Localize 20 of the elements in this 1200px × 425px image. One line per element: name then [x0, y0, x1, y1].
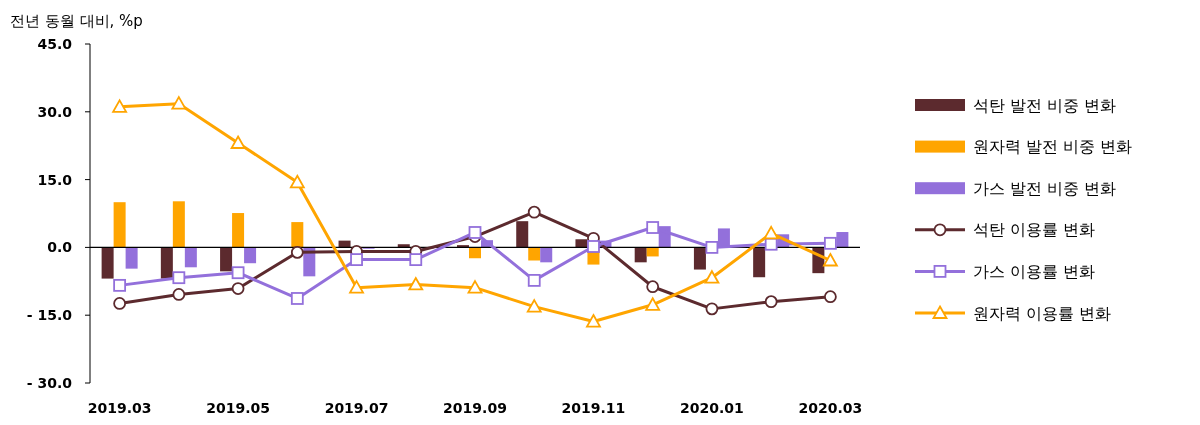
y-tick-label: 30.0: [37, 103, 73, 120]
y-axis-title: 전년 동월 대비, %p: [10, 12, 143, 30]
x-tick-label: 2020.03: [798, 400, 863, 416]
legend-label: 원자력 이용률 변화: [973, 303, 1112, 323]
y-tick-label: - 15.0: [26, 307, 73, 324]
legend-label: 석탄 이용률 변화: [973, 220, 1096, 240]
y-tick-label: 0.0: [47, 239, 73, 256]
x-tick-label: 2019.07: [324, 400, 389, 416]
x-tick-label: 2019.09: [443, 400, 507, 416]
x-tick-label: 2019.03: [87, 400, 152, 416]
legend-label: 석탄 발전 비중 변화: [973, 95, 1117, 115]
x-tick-label: 2019.11: [561, 400, 626, 416]
legend-label: 원자력 발전 비중 변화: [973, 137, 1133, 157]
legend-label: 가스 이용률 변화: [973, 262, 1096, 281]
y-tick-label: - 30.0: [26, 374, 73, 391]
legend-label: 가스 발전 비중 변화: [973, 178, 1117, 198]
x-tick-label: 2020.01: [680, 400, 744, 416]
y-tick-label: 45.0: [37, 35, 73, 52]
x-tick-label: 2019.05: [206, 400, 270, 416]
y-tick-label: 15.0: [37, 171, 73, 188]
